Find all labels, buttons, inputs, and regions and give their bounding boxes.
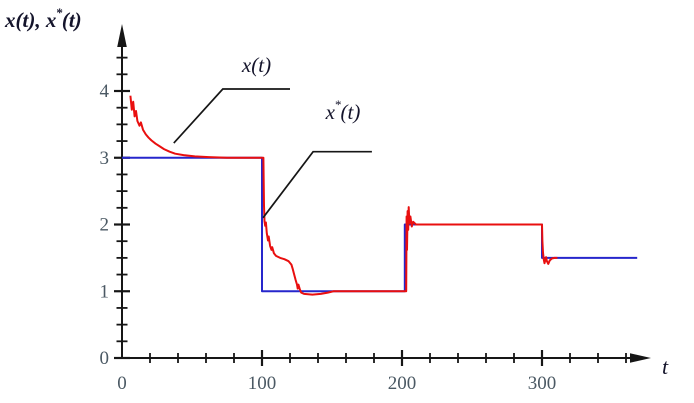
x-tick-label: 300 <box>528 373 557 394</box>
y-axis-title-asterisk: * <box>56 5 62 21</box>
y-axis-title-text: x(t), x <box>5 8 57 32</box>
y-axis-title: x(t), x*(t) <box>5 5 82 32</box>
annotation-x-star-of-t-text-end: (t) <box>340 100 361 124</box>
annotation-x-of-t-text: x(t) <box>241 53 272 77</box>
y-tick-label: 0 <box>100 348 110 369</box>
x-tick-label: 200 <box>388 373 417 394</box>
y-tick-label: 2 <box>100 215 110 236</box>
y-tick-label: 1 <box>100 281 110 302</box>
annotation-x-of-t-label: x(t) <box>223 53 290 76</box>
annotation-x-star-of-t-label: x*(t) <box>311 97 375 124</box>
y-axis-title-text-end: (t) <box>61 8 82 32</box>
annotation-leader-line <box>173 88 290 144</box>
series-group <box>122 95 638 296</box>
y-tick-label: 4 <box>100 81 110 102</box>
y-axis-arrowhead-icon <box>117 24 127 47</box>
x-axis-arrowhead-icon <box>630 353 651 363</box>
x-tick-label: 100 <box>248 373 277 394</box>
annotation-leader-line <box>262 150 372 219</box>
series-line-1 <box>129 95 558 296</box>
y-tick-label: 3 <box>100 148 110 169</box>
tick-labels-group: 0 100 200 300 0 1 2 3 4 <box>100 81 557 394</box>
annotation-x-star-of-t-text: x <box>325 100 335 124</box>
x-axis-title: t <box>662 354 669 379</box>
series-line-0 <box>122 156 638 293</box>
annotation-x-star-of-t-asterisk: * <box>334 97 341 113</box>
annotation-leaders-group <box>173 88 372 219</box>
x-tick-label: 0 <box>117 373 127 394</box>
axes-group <box>117 24 651 363</box>
